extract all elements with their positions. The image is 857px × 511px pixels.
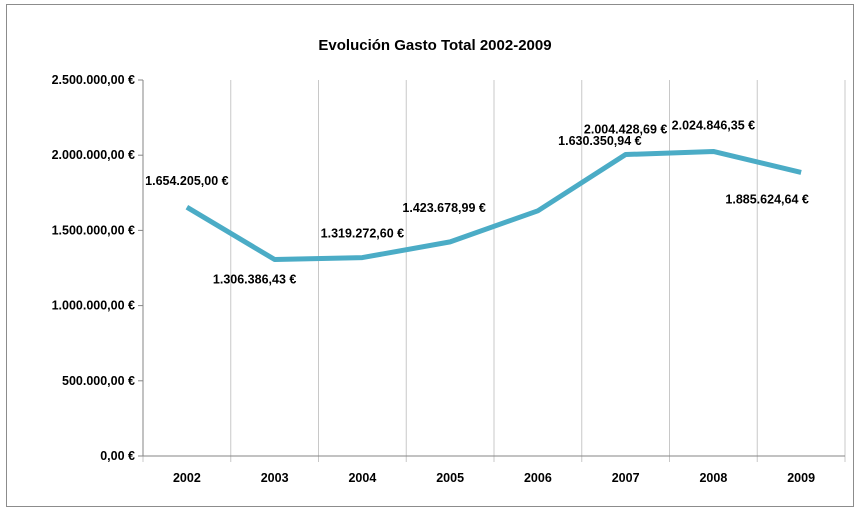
data-label: 2.004.428,69 € bbox=[584, 123, 667, 137]
x-tick-label: 2006 bbox=[524, 471, 552, 485]
y-tick-label: 500.000,00 € bbox=[62, 374, 135, 388]
data-label: 1.885.624,64 € bbox=[725, 192, 808, 206]
x-axis-tick-labels: 2002 2003 2004 2005 2006 2007 2008 2009 bbox=[173, 471, 815, 485]
y-tick-label: 1.500.000,00 € bbox=[52, 223, 135, 237]
y-tick-label: 2.000.000,00 € bbox=[52, 148, 135, 162]
x-tick-label: 2009 bbox=[787, 471, 815, 485]
series-line bbox=[185, 148, 802, 263]
y-tick-label: 2.500.000,00 € bbox=[52, 73, 135, 87]
x-tick-label: 2002 bbox=[173, 471, 201, 485]
data-labels: 1.654.205,00 € 1.306.386,43 € 1.319.272,60… bbox=[145, 118, 809, 286]
data-label: 1.306.386,43 € bbox=[213, 273, 296, 287]
data-label: 1.654.205,00 € bbox=[145, 174, 228, 188]
x-tick-label: 2005 bbox=[436, 471, 464, 485]
y-tick-label: 1.000.000,00 € bbox=[52, 299, 135, 313]
data-label: 2.024.846,35 € bbox=[672, 118, 755, 132]
x-tick-label: 2003 bbox=[261, 471, 289, 485]
y-axis-tick-labels: 0,00 € 500.000,00 € 1.000.000,00 € 1.500.00… bbox=[52, 73, 135, 463]
chart-title: Evolución Gasto Total 2002-2009 bbox=[318, 37, 551, 54]
axes bbox=[138, 79, 845, 457]
x-tick-label: 2008 bbox=[699, 471, 727, 485]
data-label: 1.630.350,94 € bbox=[558, 134, 641, 148]
x-tick-label: 2004 bbox=[348, 471, 376, 485]
x-tick-label: 2007 bbox=[612, 471, 640, 485]
gridlines bbox=[142, 80, 846, 462]
series-group bbox=[185, 148, 802, 263]
chart-frame bbox=[6, 4, 854, 507]
y-tick-label: 0,00 € bbox=[100, 449, 135, 463]
data-label: 1.319.272,60 € bbox=[321, 227, 404, 241]
data-label: 1.423.678,99 € bbox=[402, 201, 485, 215]
